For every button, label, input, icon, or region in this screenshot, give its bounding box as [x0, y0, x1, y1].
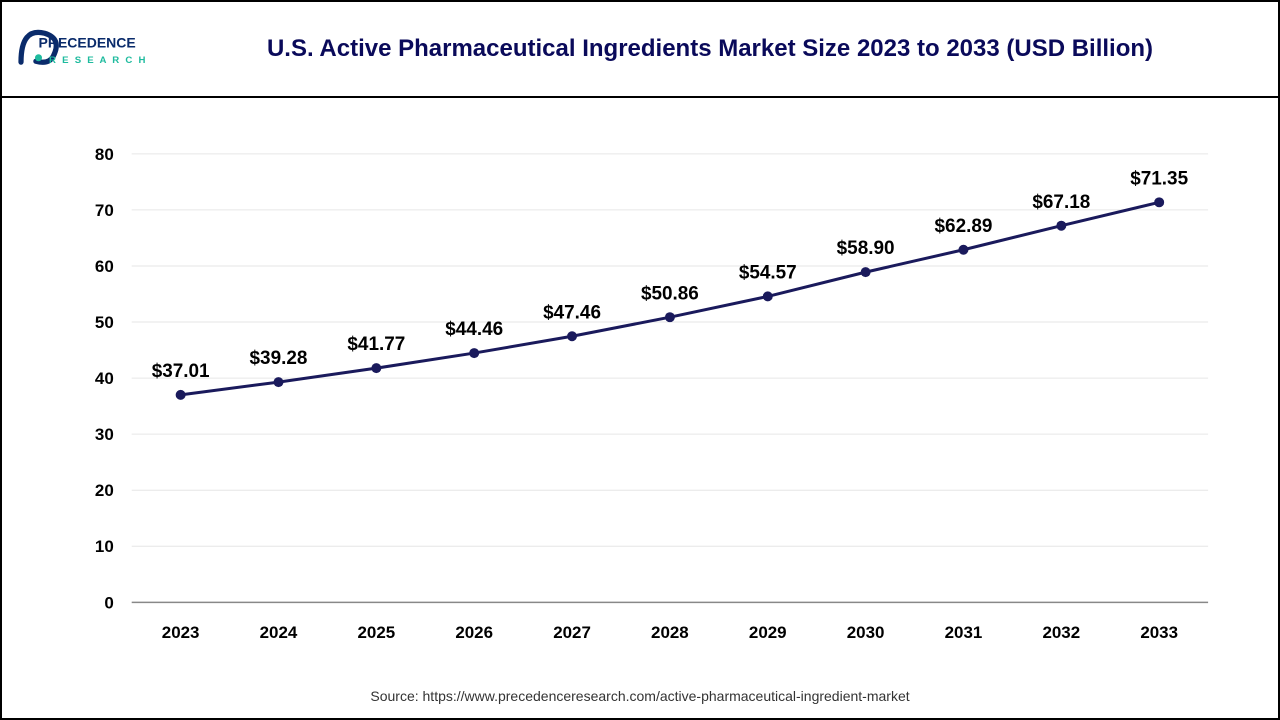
x-tick-label: 2030 [847, 623, 885, 642]
data-label: $62.89 [935, 216, 993, 237]
data-label: $44.46 [445, 319, 503, 340]
data-label: $58.90 [837, 238, 895, 259]
data-label: $37.01 [152, 361, 210, 382]
data-marker [1056, 221, 1066, 231]
logo-svg: PRECEDENCE R E S E A R C H [14, 14, 154, 84]
data-label: $39.28 [250, 348, 308, 369]
data-marker [861, 267, 871, 277]
x-tick-label: 2032 [1042, 623, 1080, 642]
data-marker [665, 312, 675, 322]
data-label: $50.86 [641, 283, 699, 304]
header-bar: PRECEDENCE R E S E A R C H U.S. Active P… [2, 2, 1278, 98]
data-marker [1154, 197, 1164, 207]
x-tick-label: 2023 [162, 623, 200, 642]
line-chart: 0102030405060708020232024202520262027202… [42, 128, 1238, 678]
data-marker [469, 348, 479, 358]
y-tick-label: 30 [95, 425, 114, 444]
data-marker [763, 291, 773, 301]
x-tick-label: 2033 [1140, 623, 1178, 642]
y-tick-label: 70 [95, 201, 114, 220]
y-tick-label: 0 [104, 593, 113, 612]
x-tick-label: 2024 [260, 623, 298, 642]
y-tick-label: 60 [95, 257, 114, 276]
y-tick-label: 40 [95, 369, 114, 388]
x-tick-label: 2026 [455, 623, 493, 642]
x-tick-label: 2029 [749, 623, 787, 642]
data-label: $71.35 [1130, 168, 1188, 189]
chart-area: 0102030405060708020232024202520262027202… [2, 98, 1278, 688]
source-prefix: Source: [370, 688, 422, 704]
data-marker [176, 390, 186, 400]
source-citation: Source: https://www.precedenceresearch.c… [2, 688, 1278, 718]
data-marker [273, 377, 283, 387]
data-label: $47.46 [543, 302, 601, 323]
data-label: $41.77 [347, 334, 405, 355]
x-tick-label: 2028 [651, 623, 689, 642]
logo-text-top: PRECEDENCE [39, 34, 136, 50]
data-label: $54.57 [739, 262, 797, 283]
y-tick-label: 50 [95, 313, 114, 332]
source-url: https://www.precedenceresearch.com/activ… [423, 688, 910, 704]
data-label: $67.18 [1032, 192, 1090, 213]
x-tick-label: 2027 [553, 623, 591, 642]
data-marker [371, 363, 381, 373]
data-marker [567, 331, 577, 341]
x-tick-label: 2031 [945, 623, 983, 642]
data-marker [958, 245, 968, 255]
logo-text-bottom: R E S E A R C H [49, 55, 147, 66]
y-tick-label: 80 [95, 145, 114, 164]
x-tick-label: 2025 [357, 623, 395, 642]
y-tick-label: 20 [95, 481, 114, 500]
y-tick-label: 10 [95, 537, 114, 556]
chart-title: U.S. Active Pharmaceutical Ingredients M… [194, 35, 1266, 63]
logo: PRECEDENCE R E S E A R C H [14, 14, 174, 84]
chart-container: PRECEDENCE R E S E A R C H U.S. Active P… [0, 0, 1280, 720]
